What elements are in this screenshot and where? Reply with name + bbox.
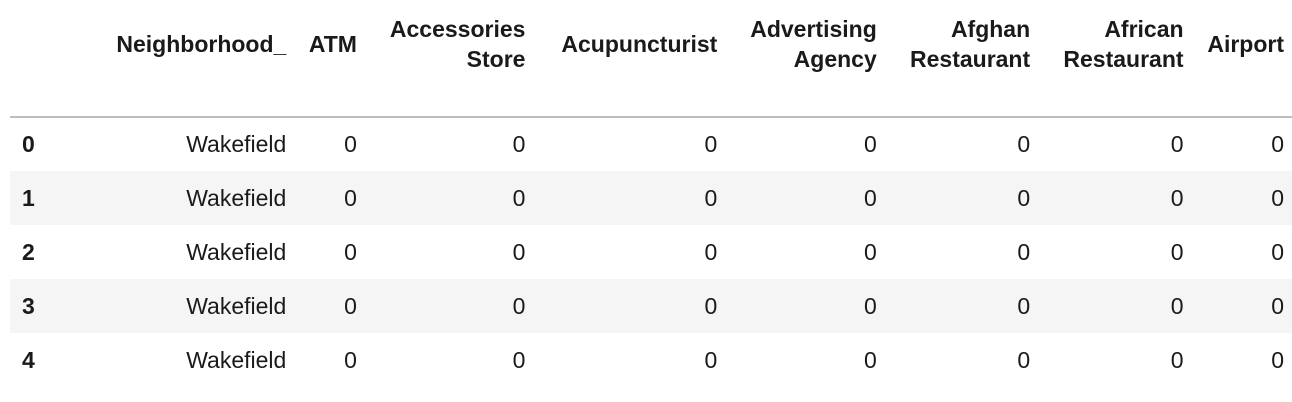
table-cell: 0 xyxy=(344,346,357,373)
column-header-line2: Restaurant xyxy=(910,46,1031,72)
row-index: 1 xyxy=(22,184,35,211)
column-header-line2: Agency xyxy=(793,46,877,72)
table-cell: 0 xyxy=(344,184,357,211)
table-cell: Wakefield xyxy=(186,292,287,319)
column-header-accessories-store: Accessories Store xyxy=(364,0,534,118)
table-cell: 0 xyxy=(704,184,718,211)
table-cell: Wakefield xyxy=(186,184,287,211)
table-cell: 0 xyxy=(1170,292,1184,319)
table-cell: 0 xyxy=(863,238,877,265)
column-header-neighborhood: Neighborhood_ xyxy=(58,0,295,118)
column-header-line2: Airport xyxy=(1207,31,1284,57)
table-cell: 0 xyxy=(1170,131,1184,157)
table-cell: 0 xyxy=(704,292,718,319)
table-cell: 0 xyxy=(512,184,526,211)
table-cell: 0 xyxy=(512,292,526,319)
table-cell: Wakefield xyxy=(186,346,287,373)
table-cell: 0 xyxy=(512,238,526,265)
dataframe-table: Neighborhood_ ATM Accessories Store Acup… xyxy=(10,0,1292,387)
column-header-line2: Neighborhood_ xyxy=(116,31,287,57)
column-header-advertising-agency: Advertising Agency xyxy=(725,0,885,118)
table-cell: 0 xyxy=(863,292,877,319)
table-cell: 0 xyxy=(1271,238,1284,265)
table-cell: 0 xyxy=(863,131,877,157)
table-cell: 0 xyxy=(1170,184,1184,211)
table-cell: 0 xyxy=(1170,346,1184,373)
table-cell: Wakefield xyxy=(186,131,287,157)
dataframe-output: Neighborhood_ ATM Accessories Store Acup… xyxy=(10,0,1292,387)
column-header-line1: African xyxy=(1104,16,1184,42)
table-cell: 0 xyxy=(1017,292,1031,319)
table-header: Neighborhood_ ATM Accessories Store Acup… xyxy=(10,0,1292,118)
table-row: 2 Wakefield 0 0 0 0 0 0 0 xyxy=(10,225,1292,279)
table-row: 4 Wakefield 0 0 0 0 0 0 0 xyxy=(10,333,1292,387)
table-row: 3 Wakefield 0 0 0 0 0 0 0 xyxy=(10,279,1292,333)
table-cell: 0 xyxy=(863,184,877,211)
index-header xyxy=(10,0,59,118)
row-index: 3 xyxy=(22,292,35,319)
table-cell: 0 xyxy=(344,292,357,319)
table-cell: 0 xyxy=(704,346,718,373)
column-header-line1: Afghan xyxy=(950,16,1031,42)
row-index: 2 xyxy=(22,238,35,265)
column-header-line2: ATM xyxy=(308,31,357,57)
table-row: 1 Wakefield 0 0 0 0 0 0 0 xyxy=(10,171,1292,225)
table-cell: 0 xyxy=(1017,346,1031,373)
table-cell: 0 xyxy=(344,131,357,157)
header-row: Neighborhood_ ATM Accessories Store Acup… xyxy=(10,0,1292,118)
column-header-airport: Airport xyxy=(1191,0,1292,118)
table-cell: 0 xyxy=(512,346,526,373)
column-header-african-restaurant: African Restaurant xyxy=(1038,0,1192,118)
column-header-line2: Restaurant xyxy=(1063,46,1184,72)
column-header-atm: ATM xyxy=(294,0,365,118)
table-cell: 0 xyxy=(1271,131,1284,157)
table-cell: 0 xyxy=(1017,238,1031,265)
row-index: 0 xyxy=(22,131,35,157)
column-header-line2: Acupuncturist xyxy=(561,31,718,57)
column-header-acupuncturist: Acupuncturist xyxy=(533,0,726,118)
table-cell: 0 xyxy=(863,346,877,373)
column-header-afghan-restaurant: Afghan Restaurant xyxy=(884,0,1039,118)
row-index: 4 xyxy=(22,346,35,373)
table-cell: 0 xyxy=(1271,346,1284,373)
table-cell: 0 xyxy=(512,131,526,157)
table-cell: 0 xyxy=(1017,184,1031,211)
table-body: 0 Wakefield 0 0 0 0 0 0 0 1 Wakefield 0 … xyxy=(10,117,1292,387)
table-cell: 0 xyxy=(704,131,718,157)
column-header-line1: Advertising xyxy=(750,16,877,42)
table-cell: Wakefield xyxy=(186,238,287,265)
column-header-line2: Store xyxy=(466,46,526,72)
table-cell: 0 xyxy=(1271,292,1284,319)
table-row: 0 Wakefield 0 0 0 0 0 0 0 xyxy=(10,117,1292,171)
table-cell: 0 xyxy=(1271,184,1284,211)
table-cell: 0 xyxy=(1170,238,1184,265)
column-header-line1: Accessories xyxy=(389,16,526,42)
table-cell: 0 xyxy=(344,238,357,265)
table-cell: 0 xyxy=(704,238,718,265)
table-cell: 0 xyxy=(1017,131,1031,157)
